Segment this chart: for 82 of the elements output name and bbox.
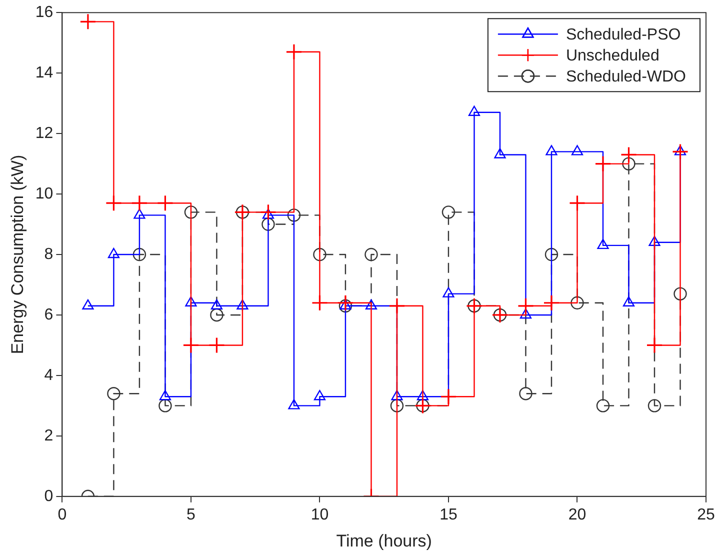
point: [597, 238, 609, 250]
legend-label: Unscheduled: [566, 48, 660, 65]
point: [648, 236, 660, 246]
point: [388, 298, 406, 314]
y-tick-label: 16: [35, 4, 54, 22]
point: [236, 299, 248, 310]
point: [674, 145, 686, 156]
point: [571, 145, 584, 156]
y-tick-label: 4: [44, 366, 54, 384]
point: [287, 208, 301, 222]
point: [596, 399, 610, 412]
point: [519, 386, 532, 400]
point: [442, 206, 456, 219]
point: [620, 146, 638, 164]
point: [185, 296, 197, 306]
point: [622, 157, 636, 170]
point: [440, 388, 457, 405]
point: [337, 294, 354, 312]
y-tick-label: 2: [44, 427, 54, 444]
point: [646, 336, 663, 354]
x-tick-label: 20: [568, 506, 586, 524]
y-axis-title: Energy Consumption (kW): [8, 154, 27, 354]
point: [210, 299, 223, 310]
point: [184, 206, 198, 219]
point: [134, 208, 146, 219]
point: [132, 248, 146, 262]
legend-label: Scheduled-WDO: [566, 68, 686, 86]
x-tick-label: 5: [186, 506, 196, 524]
y-tick-label: 0: [44, 488, 54, 505]
y-tick-label: 14: [35, 64, 54, 82]
point: [156, 194, 174, 212]
point: [311, 294, 328, 312]
x-tick-label: 15: [440, 506, 458, 524]
point: [182, 336, 200, 354]
point: [543, 294, 560, 312]
point: [340, 299, 352, 310]
y-tick-label: 12: [35, 124, 54, 142]
point: [570, 296, 584, 310]
point: [416, 390, 429, 400]
x-tick-label: 10: [310, 506, 329, 524]
point: [262, 208, 274, 219]
point: [105, 194, 122, 212]
y-tick-label: 6: [44, 306, 54, 324]
legend-label: Scheduled-PSO: [566, 26, 681, 44]
y-tick-label: 10: [35, 185, 54, 202]
point: [159, 390, 171, 400]
point: [210, 308, 224, 322]
point: [546, 145, 558, 156]
point: [365, 299, 378, 310]
point: [107, 386, 120, 400]
point: [517, 298, 534, 314]
point: [568, 194, 586, 212]
point: [80, 13, 96, 30]
point: [286, 44, 302, 60]
x-tick-label: 25: [697, 506, 715, 524]
y-tick-label: 8: [44, 246, 54, 263]
point: [288, 399, 300, 410]
point: [158, 399, 172, 412]
point: [442, 287, 454, 298]
point: [314, 390, 326, 400]
point: [648, 399, 662, 412]
point: [262, 218, 275, 231]
point: [674, 287, 687, 300]
point: [260, 204, 277, 220]
point: [313, 248, 326, 262]
point: [520, 308, 532, 319]
point: [208, 336, 226, 354]
point: [544, 248, 558, 262]
x-tick-label: 0: [58, 506, 67, 524]
point: [338, 299, 352, 313]
x-axis-title: Time (hours): [336, 531, 432, 550]
point: [468, 106, 480, 116]
point: [494, 148, 506, 158]
point: [391, 390, 403, 400]
point: [390, 399, 404, 412]
point: [108, 248, 120, 258]
point: [364, 248, 378, 262]
point: [622, 296, 635, 306]
point: [82, 299, 94, 310]
point: [672, 143, 689, 160]
point: [594, 155, 612, 172]
point: [131, 194, 148, 212]
